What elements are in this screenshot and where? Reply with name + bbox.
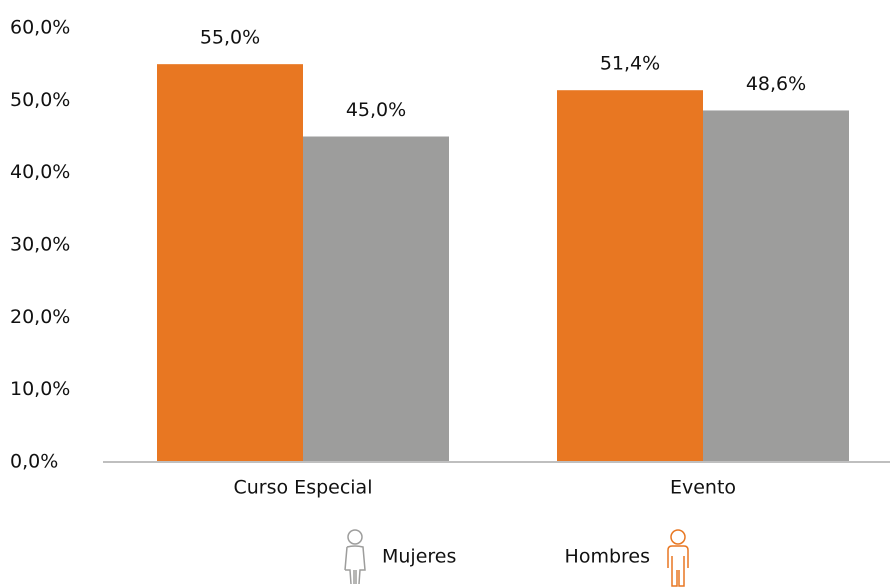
bar bbox=[303, 136, 449, 462]
value-label: 48,6% bbox=[746, 73, 806, 95]
bar bbox=[703, 110, 849, 463]
y-tick-label: 60,0% bbox=[10, 17, 70, 39]
y-tick-label: 40,0% bbox=[10, 161, 70, 183]
y-tick-label: 30,0% bbox=[10, 234, 70, 256]
bar bbox=[157, 64, 303, 463]
y-tick-label: 0,0% bbox=[10, 451, 58, 473]
x-tick-label: Evento bbox=[670, 477, 736, 499]
value-label: 45,0% bbox=[346, 99, 406, 121]
legend-icon bbox=[344, 529, 366, 585]
y-tick-label: 20,0% bbox=[10, 306, 70, 328]
legend-label: Hombres bbox=[565, 546, 650, 568]
y-tick-label: 50,0% bbox=[10, 89, 70, 111]
legend-icon bbox=[667, 529, 689, 587]
icon-body bbox=[667, 545, 689, 587]
icon-body bbox=[344, 545, 366, 585]
legend-label: Mujeres bbox=[382, 546, 456, 568]
x-tick-label: Curso Especial bbox=[234, 477, 373, 499]
icon-head bbox=[670, 529, 686, 545]
y-tick-label: 10,0% bbox=[10, 378, 70, 400]
value-label: 51,4% bbox=[600, 53, 660, 75]
value-label: 55,0% bbox=[200, 27, 260, 49]
bar bbox=[557, 90, 703, 462]
icon-head bbox=[347, 529, 363, 545]
